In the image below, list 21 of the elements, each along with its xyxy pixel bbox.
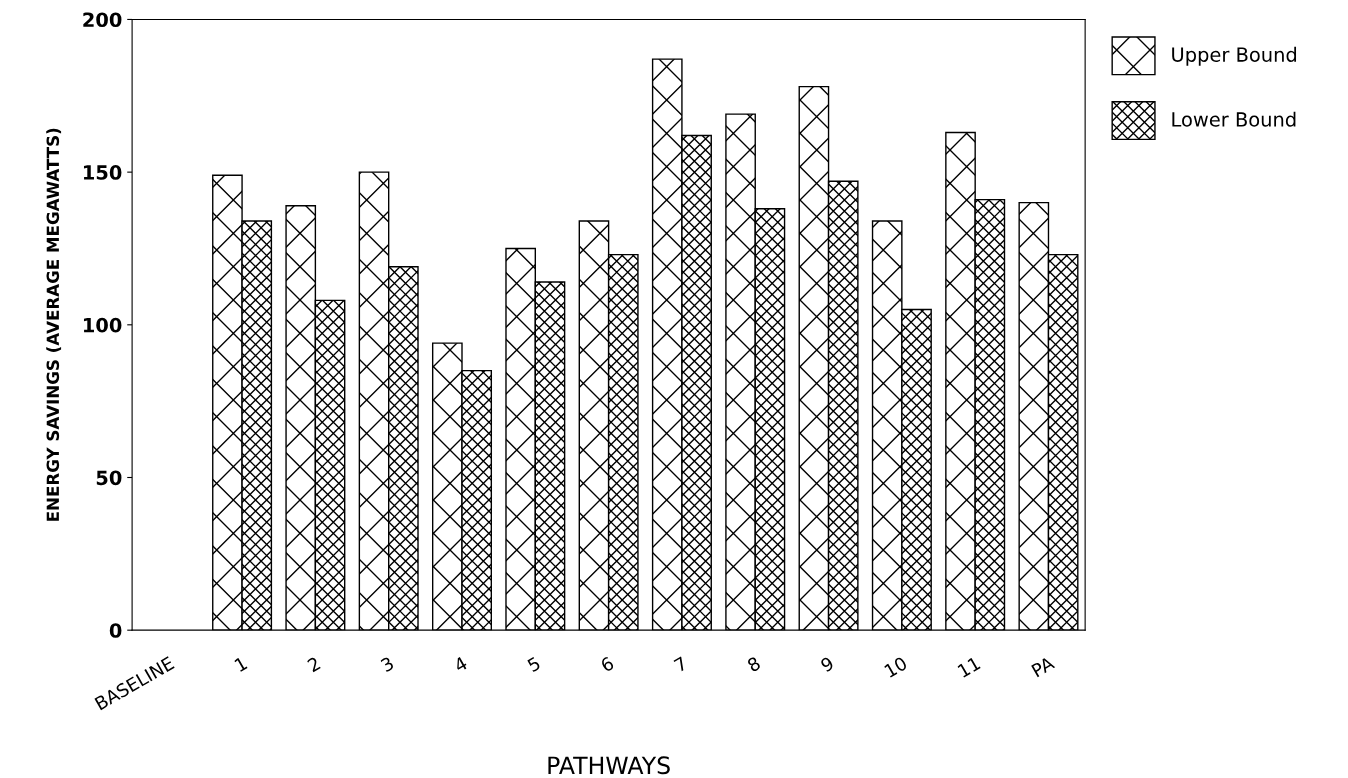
y-tick-label: 50: [96, 470, 122, 486]
y-tick-label: 200: [83, 12, 122, 28]
y-tick-label: 0: [109, 623, 122, 638]
x-axis-title: PATHWAYS: [548, 756, 670, 775]
legend-label: Upper Bound: [1172, 46, 1297, 66]
y-tick-label: 150: [83, 165, 122, 180]
y-tick-label: 100: [83, 317, 122, 333]
x-tick-label: 11: [957, 656, 981, 678]
x-tick-label: 6: [599, 656, 615, 673]
legend-label: Lower Bound: [1172, 111, 1296, 127]
x-tick-label: 2: [306, 656, 321, 673]
x-tick-label: 10: [883, 656, 908, 678]
x-tick-label: 4: [453, 656, 468, 673]
x-tick-label: 5: [526, 656, 541, 673]
x-tick-label: PA: [1031, 655, 1056, 678]
x-tick-label: 9: [819, 656, 835, 673]
y-axis-title: ENERGY SAVINGS (AVERAGE MEGAWATTS): [46, 128, 62, 521]
x-tick-label: 7: [673, 656, 688, 673]
x-tick-label: 3: [380, 656, 395, 673]
x-tick-label: 1: [234, 656, 248, 672]
x-tick-label: 8: [746, 656, 762, 673]
